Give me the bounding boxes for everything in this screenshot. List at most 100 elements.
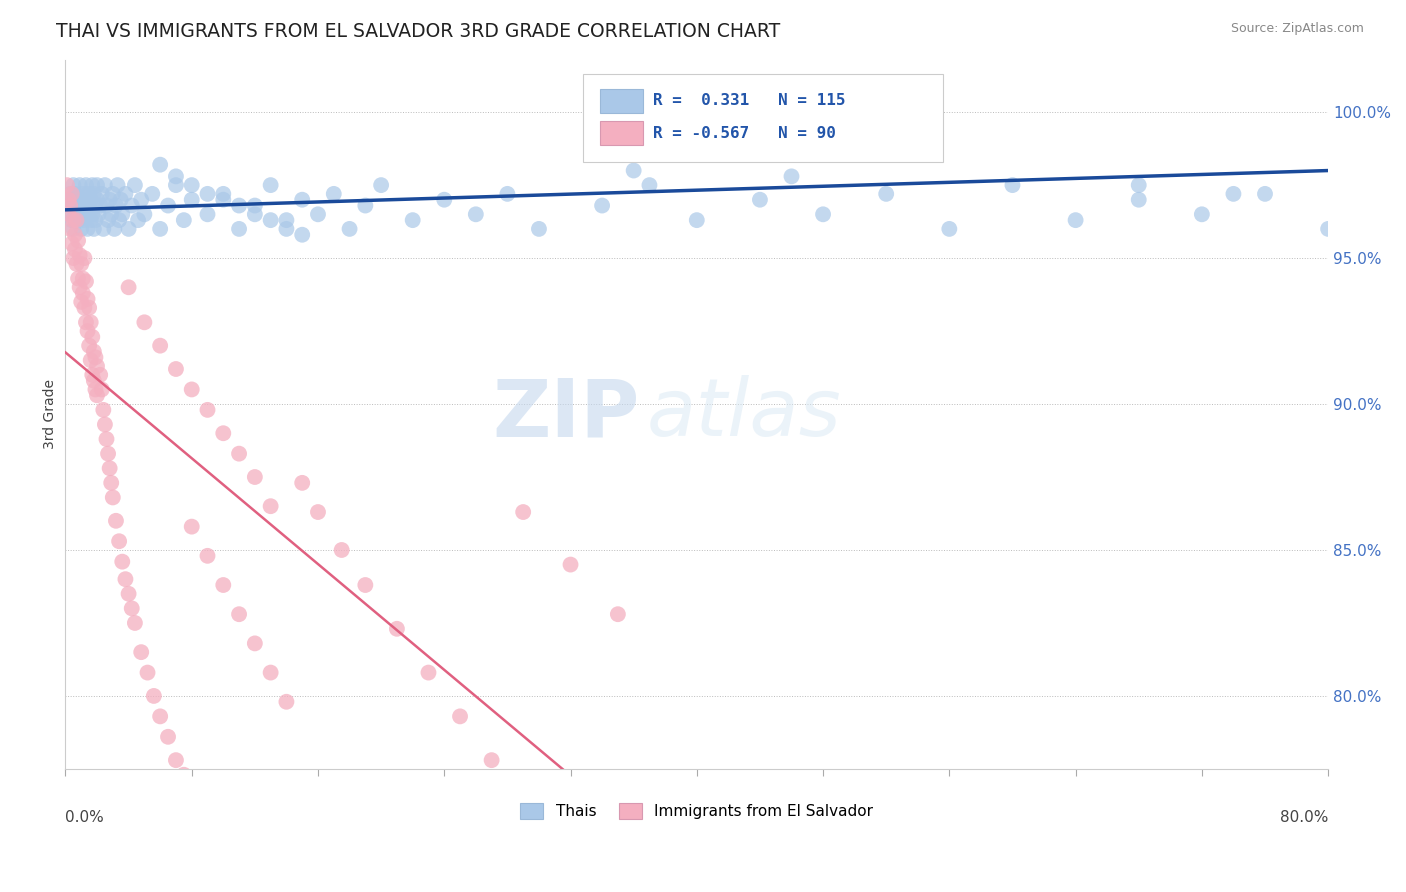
Point <box>100 475 122 490</box>
Point <box>80 353 103 368</box>
Point <box>58 198 80 212</box>
Point <box>96 432 118 446</box>
Point <box>228 198 250 212</box>
Point <box>86 193 108 207</box>
Point <box>72 186 94 201</box>
Point <box>62 222 84 236</box>
Point <box>75 193 97 207</box>
Point <box>87 207 110 221</box>
Point <box>117 222 139 236</box>
Point <box>212 578 235 592</box>
Point <box>59 222 82 236</box>
Point <box>1128 193 1150 207</box>
Point <box>97 447 120 461</box>
Point <box>60 236 83 251</box>
Point <box>67 198 90 212</box>
Point <box>512 505 534 519</box>
Point <box>165 178 187 193</box>
Point <box>63 243 86 257</box>
Point <box>1001 178 1024 193</box>
Point <box>307 207 329 221</box>
Point <box>780 169 803 184</box>
Point <box>606 607 628 622</box>
Point <box>65 207 87 221</box>
Point <box>104 514 127 528</box>
Point <box>62 178 84 193</box>
Point <box>82 330 104 344</box>
Point <box>63 227 86 242</box>
Point <box>91 222 114 236</box>
Point <box>90 186 112 201</box>
Point <box>59 207 82 221</box>
Legend: Thais, Immigrants from El Salvador: Thais, Immigrants from El Salvador <box>515 797 879 825</box>
Point <box>73 213 96 227</box>
Point <box>60 213 83 227</box>
Point <box>354 198 377 212</box>
Point <box>83 222 105 236</box>
Point <box>811 207 834 221</box>
Point <box>623 163 645 178</box>
Point <box>65 213 87 227</box>
Point <box>142 689 165 703</box>
FancyBboxPatch shape <box>599 88 643 112</box>
Point <box>94 417 117 432</box>
Point <box>322 186 344 201</box>
Point <box>82 368 104 382</box>
Point <box>149 339 172 353</box>
Point <box>72 286 94 301</box>
Y-axis label: 3rd Grade: 3rd Grade <box>44 379 58 450</box>
Point <box>82 207 104 221</box>
Point <box>84 213 107 227</box>
Point <box>1222 186 1244 201</box>
Point <box>330 543 353 558</box>
Point <box>83 374 105 388</box>
Point <box>307 505 329 519</box>
Point <box>96 198 118 212</box>
Point <box>129 645 152 659</box>
Point <box>149 222 172 236</box>
Point <box>67 213 90 227</box>
Point <box>76 324 98 338</box>
Point <box>197 403 219 417</box>
Point <box>114 186 136 201</box>
Point <box>59 198 82 212</box>
Point <box>70 294 93 309</box>
Point <box>72 271 94 285</box>
Point <box>111 555 134 569</box>
Point <box>67 234 90 248</box>
Point <box>165 753 187 767</box>
Point <box>84 198 107 212</box>
Text: 0.0%: 0.0% <box>66 810 104 825</box>
Point <box>638 178 661 193</box>
Point <box>80 193 103 207</box>
Point <box>173 768 195 782</box>
Point <box>938 222 960 236</box>
Point <box>228 607 250 622</box>
Point <box>70 193 93 207</box>
Point <box>75 315 97 329</box>
Point <box>276 213 298 227</box>
Point <box>58 207 80 221</box>
Point <box>127 213 149 227</box>
Point <box>60 186 83 201</box>
Point <box>77 339 100 353</box>
Point <box>63 198 86 212</box>
Point <box>84 351 107 365</box>
Point <box>228 447 250 461</box>
FancyBboxPatch shape <box>583 74 943 162</box>
Point <box>63 186 86 201</box>
Point <box>276 695 298 709</box>
Point <box>124 178 146 193</box>
Point <box>875 186 897 201</box>
Point <box>58 193 80 207</box>
Point <box>259 665 281 680</box>
Text: atlas: atlas <box>647 376 841 453</box>
Point <box>385 622 408 636</box>
Point <box>114 572 136 586</box>
Text: 80.0%: 80.0% <box>1279 810 1329 825</box>
Point <box>75 275 97 289</box>
Point <box>80 213 103 227</box>
Point <box>212 426 235 441</box>
Point <box>243 636 266 650</box>
Point <box>291 193 314 207</box>
